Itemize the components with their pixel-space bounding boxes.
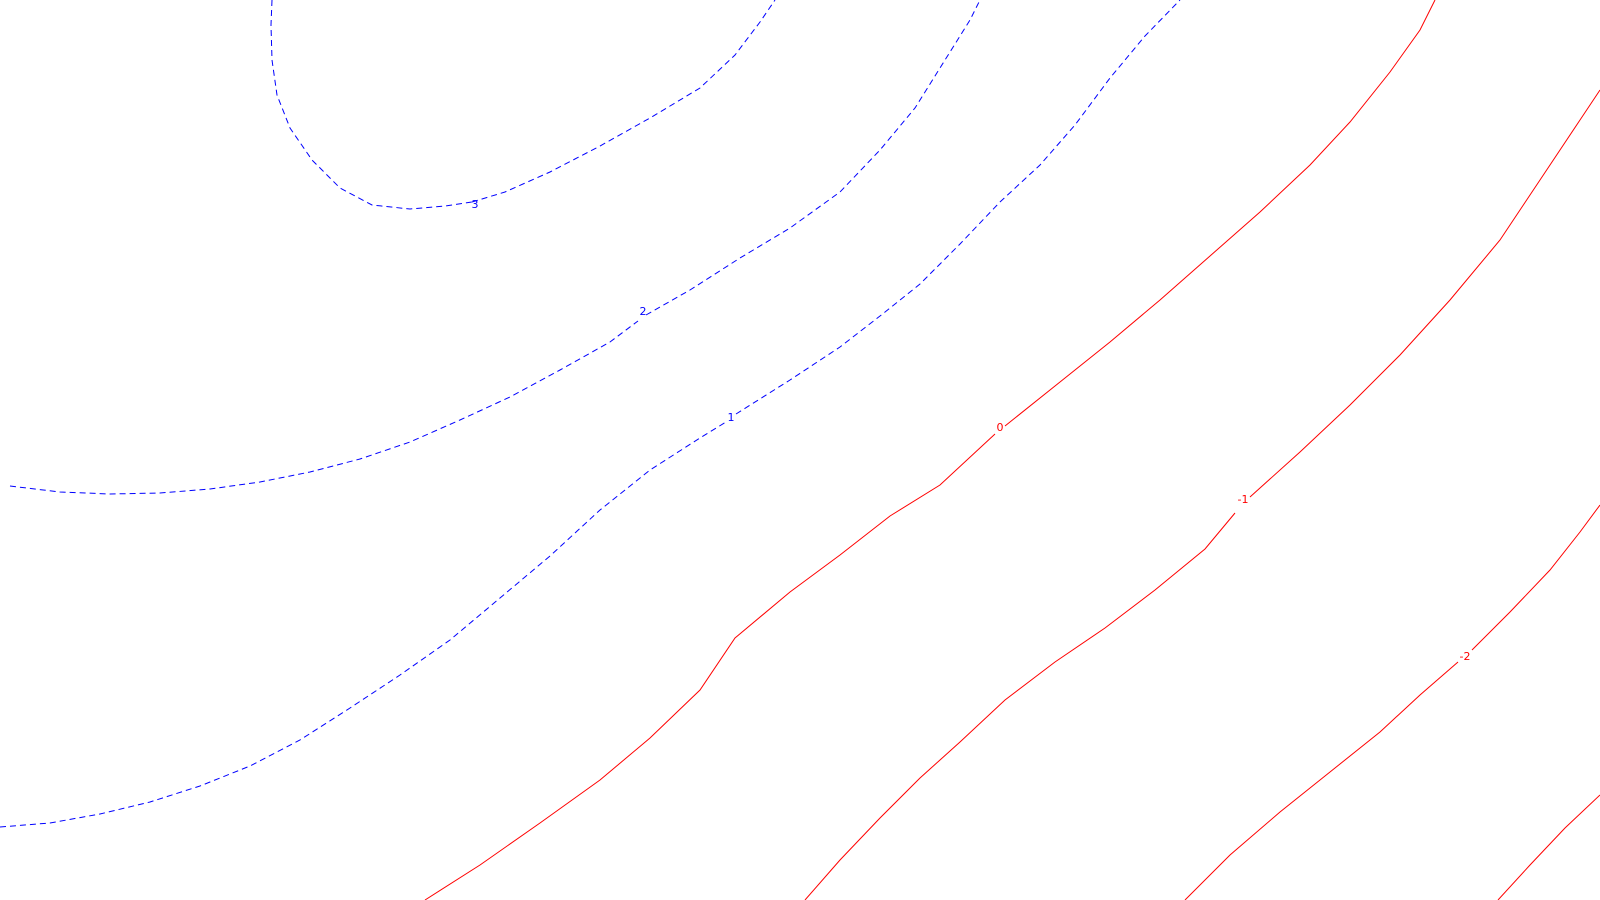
contour-line-level-2-a <box>9 320 639 495</box>
contour-line-level-neg3-a <box>1497 794 1600 900</box>
contour-label-level-neg2: -2 <box>1460 650 1471 663</box>
contour-line-level-2-b <box>645 0 981 316</box>
contour-line-level-3-a <box>270 0 473 210</box>
contour-line-level-0-a <box>424 433 996 900</box>
contour-label-level-0: 0 <box>997 421 1004 434</box>
contour-label-level-2: 2 <box>640 305 647 318</box>
contour-line-level-neg2-a <box>1184 661 1459 900</box>
contour-label-level-neg1: -1 <box>1238 493 1249 506</box>
contour-line-level-0-b <box>1004 0 1436 427</box>
contour-label-level-3: 3 <box>472 198 479 211</box>
contour-line-level-neg1-b <box>1249 89 1600 498</box>
contour-line-level-neg2-b <box>1471 504 1600 651</box>
contour-labels: 3 2 1 0 -1 -2 <box>472 198 1471 663</box>
contour-line-level-1-b <box>735 0 1181 415</box>
contour-label-level-1: 1 <box>728 411 735 424</box>
contour-line-level-1-a <box>0 421 727 828</box>
contour-line-level-neg1-a <box>804 512 1236 900</box>
contour-line-level-3-b <box>471 0 776 203</box>
